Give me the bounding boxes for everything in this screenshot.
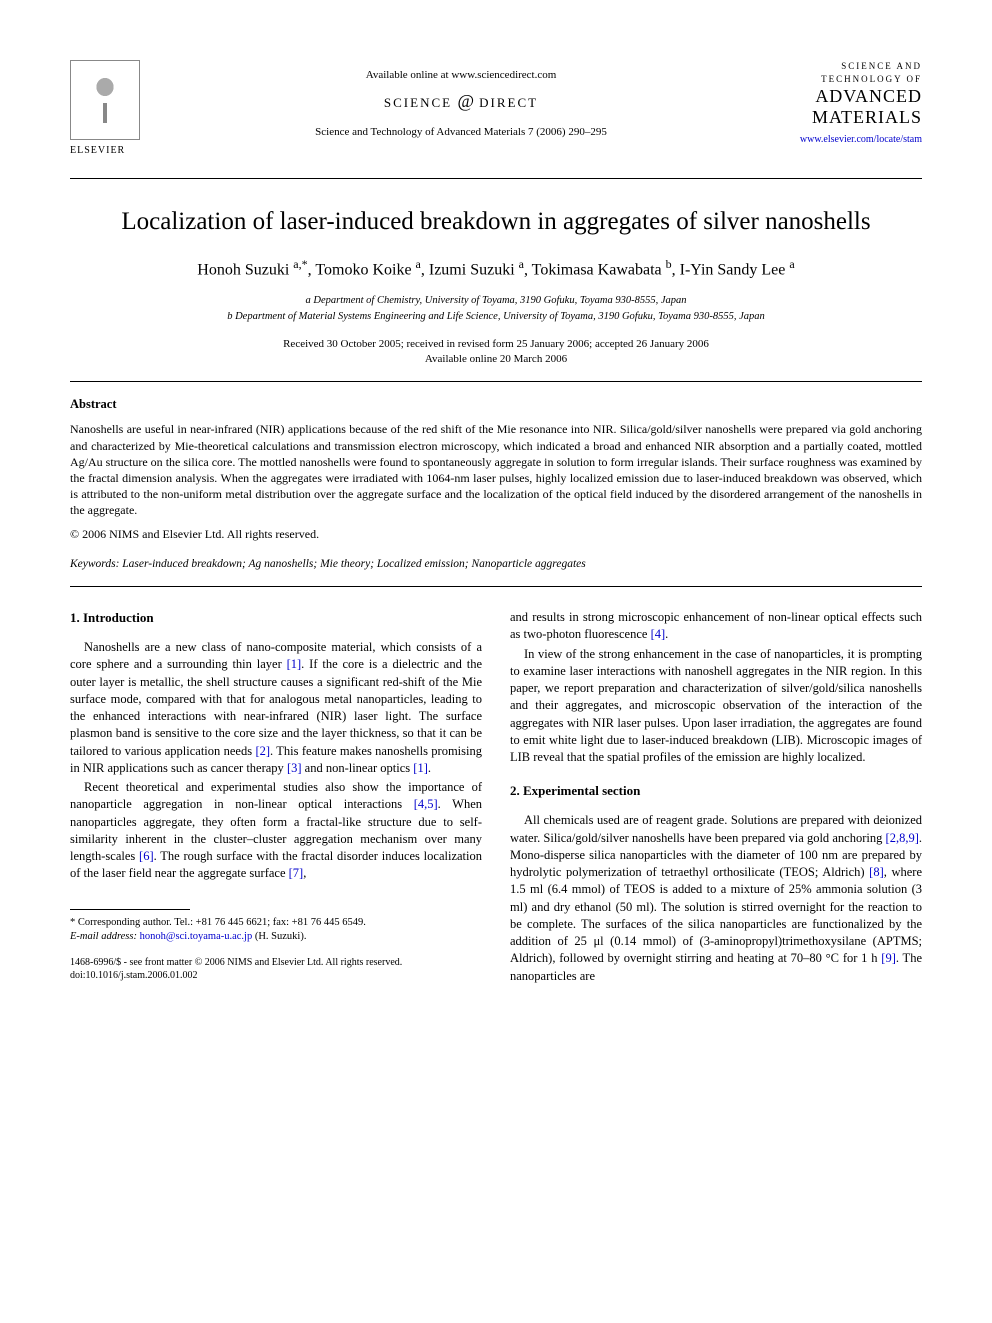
email-label: E-mail address: — [70, 931, 137, 942]
abstract-section: Abstract Nanoshells are useful in near-i… — [70, 396, 922, 542]
journal-link[interactable]: www.elsevier.com/locate/stam — [782, 133, 922, 147]
header-center: Available online at www.sciencedirect.co… — [140, 60, 782, 140]
intro-para-2: Recent theoretical and experimental stud… — [70, 779, 482, 883]
keywords-text: Laser-induced breakdown; Ag nanoshells; … — [119, 558, 585, 570]
affiliation-b: b Department of Material Systems Enginee… — [70, 309, 922, 325]
online-date: Available online 20 March 2006 — [70, 352, 922, 367]
cite-1b[interactable]: [1] — [413, 761, 428, 775]
received-date: Received 30 October 2005; received in re… — [70, 337, 922, 352]
available-online-text: Available online at www.sciencedirect.co… — [140, 68, 782, 83]
intro-heading: 1. Introduction — [70, 609, 482, 627]
keywords-line: Keywords: Laser-induced breakdown; Ag na… — [70, 557, 922, 573]
affiliations: a Department of Chemistry, University of… — [70, 293, 922, 325]
cite-9[interactable]: [9] — [881, 951, 896, 965]
cite-1[interactable]: [1] — [287, 657, 302, 671]
article-title: Localization of laser-induced breakdown … — [70, 205, 922, 239]
journal-header: ELSEVIER Available online at www.science… — [70, 60, 922, 179]
intro-para-3: and results in strong microscopic enhanc… — [510, 609, 922, 644]
cite-4[interactable]: [4] — [651, 627, 666, 641]
cite-8[interactable]: [8] — [869, 865, 884, 879]
cite-45[interactable]: [4,5] — [414, 797, 438, 811]
footer-line1: 1468-6996/$ - see front matter © 2006 NI… — [70, 956, 482, 969]
cite-7[interactable]: [7] — [289, 866, 304, 880]
sciencedirect-logo: SCIENCE @ DIRECT — [140, 89, 782, 113]
corr-email[interactable]: honoh@sci.toyama-u.ac.jp — [140, 931, 253, 942]
corresponding-footnote: * Corresponding author. Tel.: +81 76 445… — [70, 916, 482, 944]
rule-bottom — [70, 586, 922, 587]
right-column: and results in strong microscopic enhanc… — [510, 609, 922, 987]
corr-author-line: * Corresponding author. Tel.: +81 76 445… — [70, 916, 482, 930]
left-column: 1. Introduction Nanoshells are a new cla… — [70, 609, 482, 987]
sd-prefix: SCIENCE — [384, 95, 452, 110]
journal-reference: Science and Technology of Advanced Mater… — [140, 125, 782, 140]
journal-logo-top: SCIENCE AND TECHNOLOGY OF — [782, 60, 922, 85]
article-dates: Received 30 October 2005; received in re… — [70, 337, 922, 368]
journal-logo-main2: MATERIALS — [782, 108, 922, 127]
journal-logo: SCIENCE AND TECHNOLOGY OF ADVANCED MATER… — [782, 60, 922, 146]
keywords-label: Keywords: — [70, 558, 119, 570]
cite-289[interactable]: [2,8,9] — [886, 831, 919, 845]
exp-heading: 2. Experimental section — [510, 782, 922, 800]
abstract-copyright: © 2006 NIMS and Elsevier Ltd. All rights… — [70, 526, 922, 542]
elsevier-name: ELSEVIER — [70, 144, 140, 158]
cite-3[interactable]: [3] — [287, 761, 302, 775]
footer-line2: doi:10.1016/j.stam.2006.01.002 — [70, 969, 482, 982]
rule-top — [70, 381, 922, 382]
exp-para-1: All chemicals used are of reagent grade.… — [510, 812, 922, 985]
sd-suffix: DIRECT — [479, 95, 538, 110]
intro-para-4: In view of the strong enhancement in the… — [510, 646, 922, 767]
email-line: E-mail address: honoh@sci.toyama-u.ac.jp… — [70, 930, 482, 944]
footnote-rule — [70, 909, 190, 910]
authors-line: Honoh Suzuki a,*, Tomoko Koike a, Izumi … — [70, 256, 922, 281]
elsevier-logo: ELSEVIER — [70, 60, 140, 158]
page-footer: 1468-6996/$ - see front matter © 2006 NI… — [70, 956, 482, 982]
journal-logo-main1: ADVANCED — [782, 87, 922, 106]
abstract-text: Nanoshells are useful in near-infrared (… — [70, 421, 922, 518]
body-columns: 1. Introduction Nanoshells are a new cla… — [70, 609, 922, 987]
header-top-row: ELSEVIER Available online at www.science… — [70, 60, 922, 158]
cite-2[interactable]: [2] — [255, 744, 270, 758]
intro-para-1: Nanoshells are a new class of nano-compo… — [70, 639, 482, 777]
affiliation-a: a Department of Chemistry, University of… — [70, 293, 922, 309]
cite-6[interactable]: [6] — [139, 849, 154, 863]
sd-at-icon: @ — [457, 91, 474, 111]
elsevier-tree-icon — [85, 78, 125, 123]
email-suffix: (H. Suzuki). — [252, 931, 306, 942]
abstract-heading: Abstract — [70, 396, 922, 413]
